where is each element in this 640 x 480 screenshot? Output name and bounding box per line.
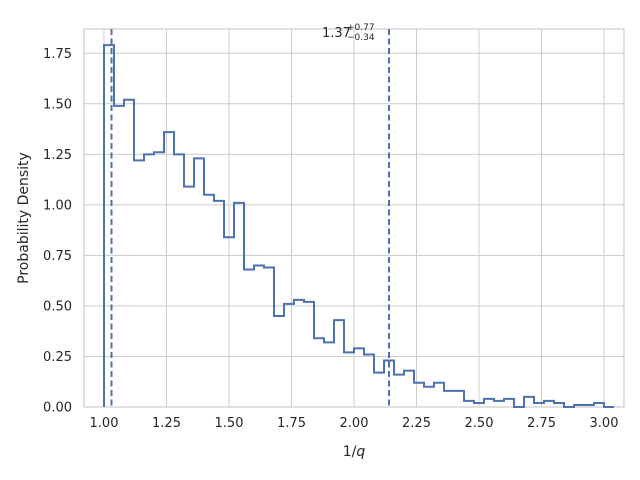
y-tick-label: 0.00 — [43, 401, 72, 416]
y-tick-label: 1.50 — [43, 97, 72, 112]
y-tick-label: 0.25 — [43, 350, 72, 365]
x-tick-label: 1.75 — [277, 416, 306, 431]
y-tick-label: 1.00 — [43, 198, 72, 213]
y-tick-label: 1.25 — [43, 148, 72, 163]
grid-lines — [84, 29, 624, 408]
x-tick-label: 3.00 — [590, 416, 619, 431]
x-axis-ticks: 1.00 1.25 1.50 1.75 2.00 2.25 2.50 2.75 3.00 — [90, 416, 619, 431]
interval-markers — [110, 29, 390, 407]
title-lower-error: −0.34 — [347, 33, 375, 43]
x-tick-label: 2.00 — [340, 416, 369, 431]
x-axis-label: 1/q — [343, 444, 366, 460]
x-tick-label: 1.50 — [215, 416, 244, 431]
y-axis-label: Probability Density — [16, 152, 32, 284]
x-tick-label: 1.00 — [90, 416, 119, 431]
histogram-step-line — [103, 44, 614, 408]
title-value: 1.37 — [322, 26, 351, 41]
x-axis-label-variable: q — [356, 444, 365, 460]
y-axis-ticks: 0.00 0.25 0.50 0.75 1.00 1.25 1.50 1.75 — [43, 47, 72, 416]
x-tick-label: 2.50 — [465, 416, 494, 431]
y-tick-label: 1.75 — [43, 47, 72, 62]
chart-title: 1.37 — [322, 26, 351, 41]
axes-frame — [83, 28, 625, 408]
y-tick-label: 0.75 — [43, 249, 72, 264]
title-upper-error: +0.77 — [347, 23, 375, 33]
axes-spines — [83, 28, 625, 408]
x-axis-label-prefix: 1/ — [343, 444, 357, 460]
x-tick-label: 2.25 — [402, 416, 431, 431]
x-tick-label: 1.25 — [152, 416, 181, 431]
y-tick-label: 0.50 — [43, 299, 72, 314]
x-tick-label: 2.75 — [527, 416, 556, 431]
